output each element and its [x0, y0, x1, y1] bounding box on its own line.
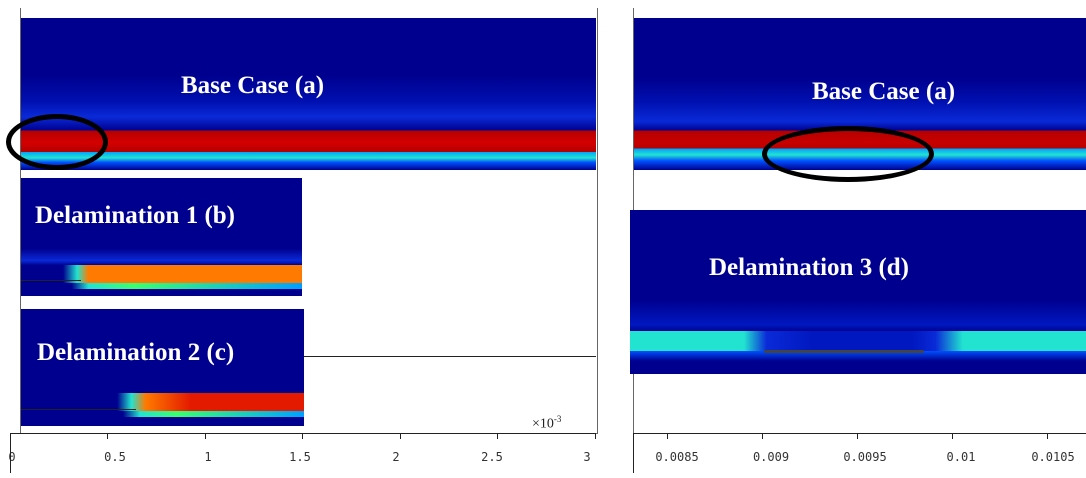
left-x-tick-label: 0.5 [104, 450, 126, 464]
delamination-1-crack [21, 280, 81, 281]
delamination-1-field: Delamination 1 (b) [21, 178, 302, 296]
left-base-case-field: Base Case (a) [21, 18, 596, 170]
left-x-tick-label: 1.5 [289, 450, 311, 464]
left-x-tick [302, 434, 303, 439]
left-x-tick-label: 2.5 [481, 450, 503, 464]
right-x-tick [762, 434, 763, 439]
delamination-3-field: Delamination 3 (d) [630, 210, 1086, 374]
right-base-case-title: Base Case (a) [812, 78, 955, 106]
left-reference-line [304, 356, 596, 357]
right-highlight-ellipse [762, 126, 934, 182]
delamination-2-field: Delamination 2 (c) [21, 309, 304, 426]
right-x-tick [667, 434, 668, 439]
right-x-tick-label: 0.009 [753, 450, 789, 464]
right-x-tick [1047, 434, 1048, 439]
left-x-axis: 0 0.5 1 1.5 2 2.5 3 [10, 433, 596, 474]
left-x-tick [497, 434, 498, 439]
delamination-3-crack [764, 350, 924, 353]
left-x-tick [400, 434, 401, 439]
right-x-tick [952, 434, 953, 439]
delamination-2-title: Delamination 2 (c) [37, 339, 234, 367]
left-x-tick [205, 434, 206, 439]
right-x-tick-label: 0.0105 [1031, 450, 1074, 464]
left-x-tick-label: 1 [204, 450, 211, 464]
delamination-2-crack [21, 409, 136, 410]
right-x-tick-label: 0.01 [947, 450, 976, 464]
delamination-2-underlay [21, 411, 304, 417]
left-base-case-title: Base Case (a) [181, 72, 324, 100]
left-axis-left-edge [10, 433, 11, 473]
left-x-tick-label: 2 [392, 450, 399, 464]
delamination-1-underlay [21, 283, 302, 289]
right-axis-left-edge [633, 433, 634, 473]
right-x-axis: 0.0085 0.009 0.0095 0.01 0.0105 [633, 433, 1086, 474]
right-x-tick-label: 0.0095 [843, 450, 886, 464]
delamination-3-title: Delamination 3 (d) [709, 254, 909, 282]
left-x-tick [107, 434, 108, 439]
delamination-1-title: Delamination 1 (b) [35, 202, 235, 230]
left-axis-multiplier: ×10-3 [532, 414, 561, 433]
left-x-tick-label: 3 [583, 450, 590, 464]
delamination-3-stripe [630, 331, 1086, 351]
right-x-tick [857, 434, 858, 439]
right-x-tick-label: 0.0085 [655, 450, 698, 464]
left-x-tick [595, 434, 596, 439]
left-highlight-ellipse [6, 114, 108, 170]
